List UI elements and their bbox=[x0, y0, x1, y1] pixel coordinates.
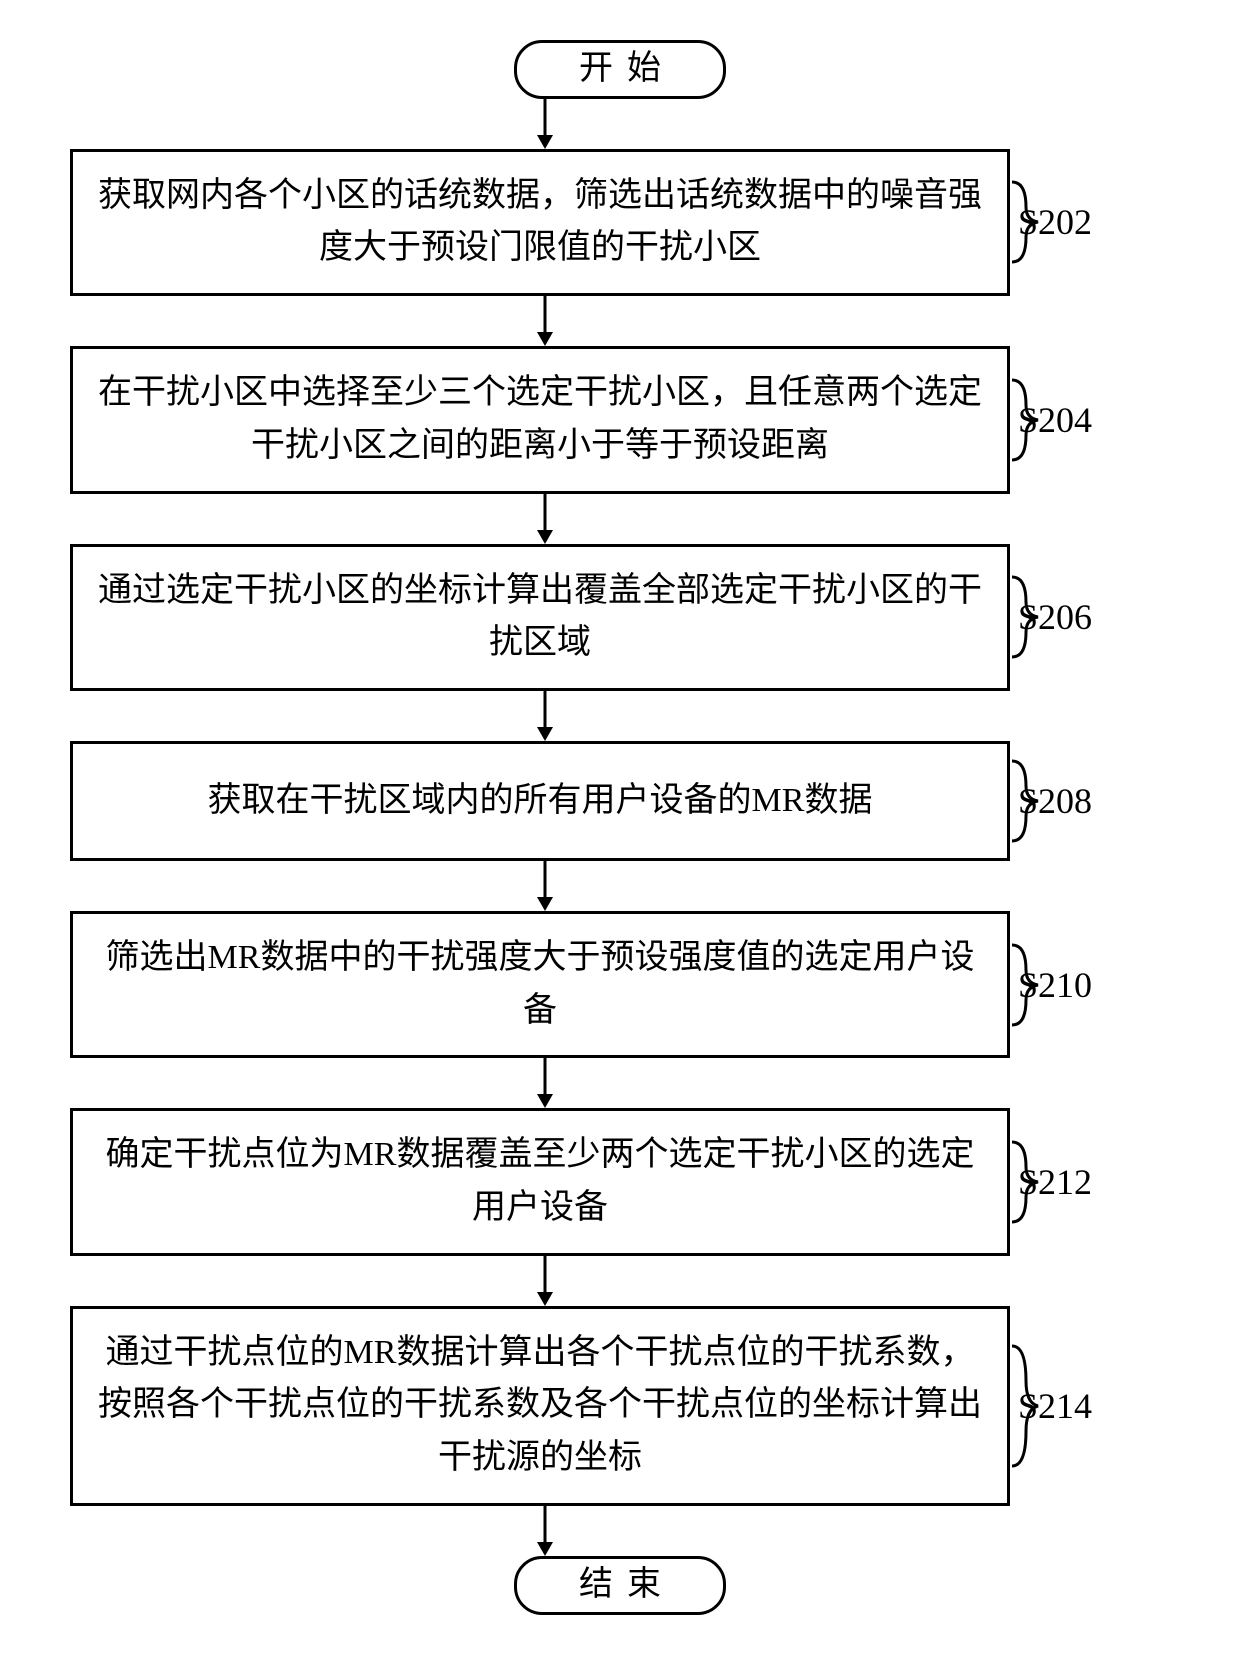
arrow bbox=[531, 861, 559, 911]
process-box: 确定干扰点位为MR数据覆盖至少两个选定干扰小区的选定用户设备 bbox=[70, 1108, 1010, 1255]
process-box: 在干扰小区中选择至少三个选定干扰小区，且任意两个选定干扰小区之间的距离小于等于预… bbox=[70, 346, 1010, 493]
arrow bbox=[531, 1058, 559, 1108]
step-row: 筛选出MR数据中的干扰强度大于预设强度值的选定用户设备 S210 bbox=[60, 911, 1180, 1058]
process-box: 筛选出MR数据中的干扰强度大于预设强度值的选定用户设备 bbox=[70, 911, 1010, 1058]
brace-icon bbox=[1008, 557, 1048, 677]
arrow bbox=[531, 1506, 559, 1556]
brace-icon bbox=[1008, 1122, 1048, 1242]
step-row: 通过干扰点位的MR数据计算出各个干扰点位的干扰系数，按照各个干扰点位的干扰系数及… bbox=[60, 1306, 1180, 1506]
process-box: 获取在干扰区域内的所有用户设备的MR数据 bbox=[70, 741, 1010, 861]
step-row: 在干扰小区中选择至少三个选定干扰小区，且任意两个选定干扰小区之间的距离小于等于预… bbox=[60, 346, 1180, 493]
step-row: 获取网内各个小区的话统数据，筛选出话统数据中的噪音强度大于预设门限值的干扰小区 … bbox=[60, 149, 1180, 296]
step-row: 通过选定干扰小区的坐标计算出覆盖全部选定干扰小区的干扰区域 S206 bbox=[60, 544, 1180, 691]
flowchart-container: 开始 获取网内各个小区的话统数据，筛选出话统数据中的噪音强度大于预设门限值的干扰… bbox=[60, 40, 1180, 1615]
brace-icon bbox=[1008, 925, 1048, 1045]
terminal-end: 结束 bbox=[514, 1556, 726, 1615]
terminal-start: 开始 bbox=[514, 40, 726, 99]
arrow bbox=[531, 1256, 559, 1306]
process-box: 通过干扰点位的MR数据计算出各个干扰点位的干扰系数，按照各个干扰点位的干扰系数及… bbox=[70, 1306, 1010, 1506]
arrow bbox=[531, 494, 559, 544]
brace-icon bbox=[1008, 162, 1048, 282]
arrow bbox=[531, 99, 559, 149]
process-box: 获取网内各个小区的话统数据，筛选出话统数据中的噪音强度大于预设门限值的干扰小区 bbox=[70, 149, 1010, 296]
step-row: 获取在干扰区域内的所有用户设备的MR数据 S208 bbox=[60, 741, 1180, 861]
brace-icon bbox=[1008, 741, 1048, 861]
brace-icon bbox=[1008, 360, 1048, 480]
process-box: 通过选定干扰小区的坐标计算出覆盖全部选定干扰小区的干扰区域 bbox=[70, 544, 1010, 691]
brace-icon bbox=[1008, 1321, 1048, 1491]
arrow bbox=[531, 691, 559, 741]
arrow bbox=[531, 296, 559, 346]
step-row: 确定干扰点位为MR数据覆盖至少两个选定干扰小区的选定用户设备 S212 bbox=[60, 1108, 1180, 1255]
